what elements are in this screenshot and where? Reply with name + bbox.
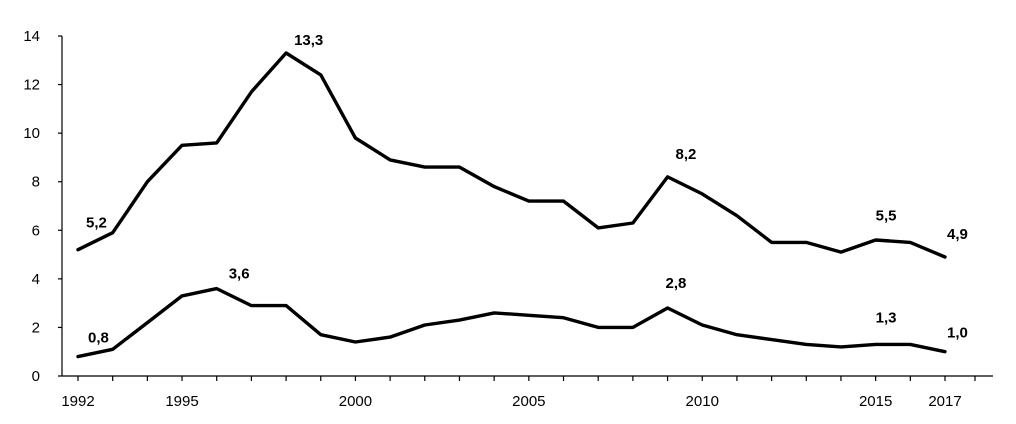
x-axis: 1992 1995 2000 2005 2010 2015 2017	[61, 375, 993, 410]
y-axis: 0 2 4 6 8 10 12 14	[23, 28, 63, 385]
data-label: 1,0	[947, 325, 968, 342]
y-tick-label: 8	[32, 174, 40, 191]
y-tick-label: 6	[32, 222, 40, 239]
data-label: 3,6	[229, 266, 250, 283]
data-label: 8,2	[676, 146, 697, 163]
data-label: 4,9	[947, 226, 968, 243]
data-label: 2,8	[666, 275, 687, 292]
x-tick-label: 1995	[165, 393, 198, 410]
data-labels: 5,2 13,3 8,2 5,5 4,9 0,8 3,6 2,8 1,3 1,0	[86, 32, 968, 347]
x-tick-label: 1992	[61, 393, 94, 410]
series-lines	[76, 51, 947, 359]
data-label: 5,5	[876, 207, 897, 224]
y-tick-label: 4	[32, 271, 40, 288]
data-label: 13,3	[294, 32, 323, 49]
y-tick-label: 10	[23, 125, 40, 142]
x-tick-label: 2005	[512, 393, 545, 410]
x-tick-label: 2017	[928, 393, 961, 410]
y-tick-label: 0	[32, 368, 40, 385]
data-label: 0,8	[88, 330, 109, 347]
x-tick-label: 2010	[686, 393, 719, 410]
series-line-1	[76, 51, 947, 259]
y-tick-label: 14	[23, 28, 40, 45]
data-label: 5,2	[86, 215, 107, 232]
x-tick-label: 2015	[859, 393, 892, 410]
x-tick-label: 2000	[339, 393, 372, 410]
y-tick-label: 2	[32, 319, 40, 336]
data-label: 1,3	[876, 309, 897, 326]
y-tick-label: 12	[23, 77, 40, 94]
series-line-2	[76, 286, 947, 359]
